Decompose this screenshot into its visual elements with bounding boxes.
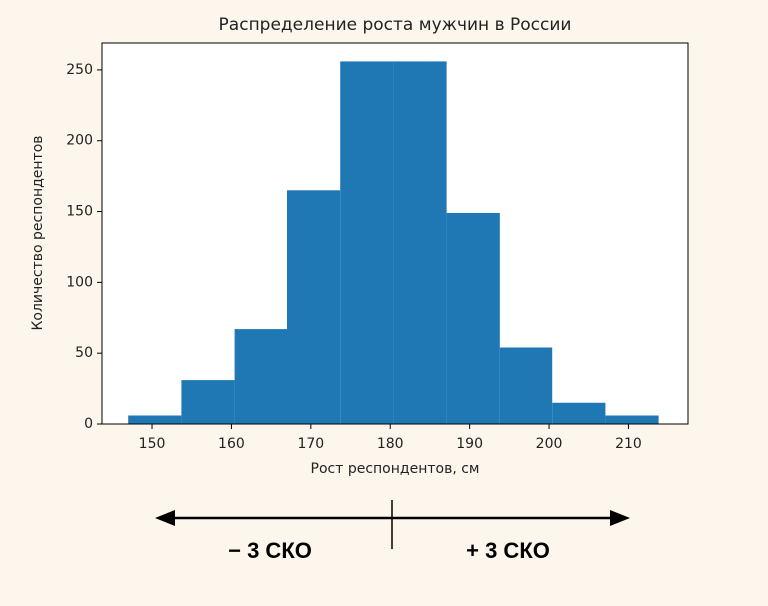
bar bbox=[499, 347, 553, 424]
bar bbox=[234, 329, 288, 424]
y-tick-label: 50 bbox=[75, 345, 93, 361]
y-tick-label: 200 bbox=[66, 133, 93, 149]
x-tick-label: 150 bbox=[139, 436, 166, 452]
bar bbox=[287, 190, 341, 424]
chart-title: Распределение роста мужчин в России bbox=[219, 15, 572, 35]
y-tick-label: 250 bbox=[66, 62, 93, 78]
arrow-head bbox=[155, 510, 175, 526]
bar bbox=[552, 402, 606, 424]
arrow-head bbox=[610, 510, 630, 526]
y-axis-label: Количество респондентов bbox=[30, 135, 46, 330]
bar bbox=[446, 212, 500, 424]
y-tick-label: 0 bbox=[84, 416, 93, 432]
frame bbox=[101, 42, 689, 425]
x-axis-label: Рост респондентов, см bbox=[311, 461, 480, 477]
annotation: − 3 СКО bbox=[228, 538, 312, 563]
x-tick-label: 160 bbox=[218, 436, 245, 452]
y-tick-label: 100 bbox=[66, 274, 93, 290]
annotation: + 3 СКО bbox=[466, 538, 550, 563]
bar bbox=[128, 415, 182, 424]
bar bbox=[181, 380, 235, 424]
x-tick-label: 210 bbox=[615, 436, 642, 452]
bar bbox=[393, 61, 447, 425]
x-tick-label: 200 bbox=[536, 436, 563, 452]
y-tick-label: 150 bbox=[66, 204, 93, 220]
bar bbox=[340, 61, 394, 425]
x-tick-label: 170 bbox=[297, 436, 324, 452]
bar bbox=[605, 415, 659, 424]
x-tick-label: 180 bbox=[377, 436, 404, 452]
x-tick-label: 190 bbox=[456, 436, 483, 452]
range-arrow bbox=[155, 500, 630, 549]
